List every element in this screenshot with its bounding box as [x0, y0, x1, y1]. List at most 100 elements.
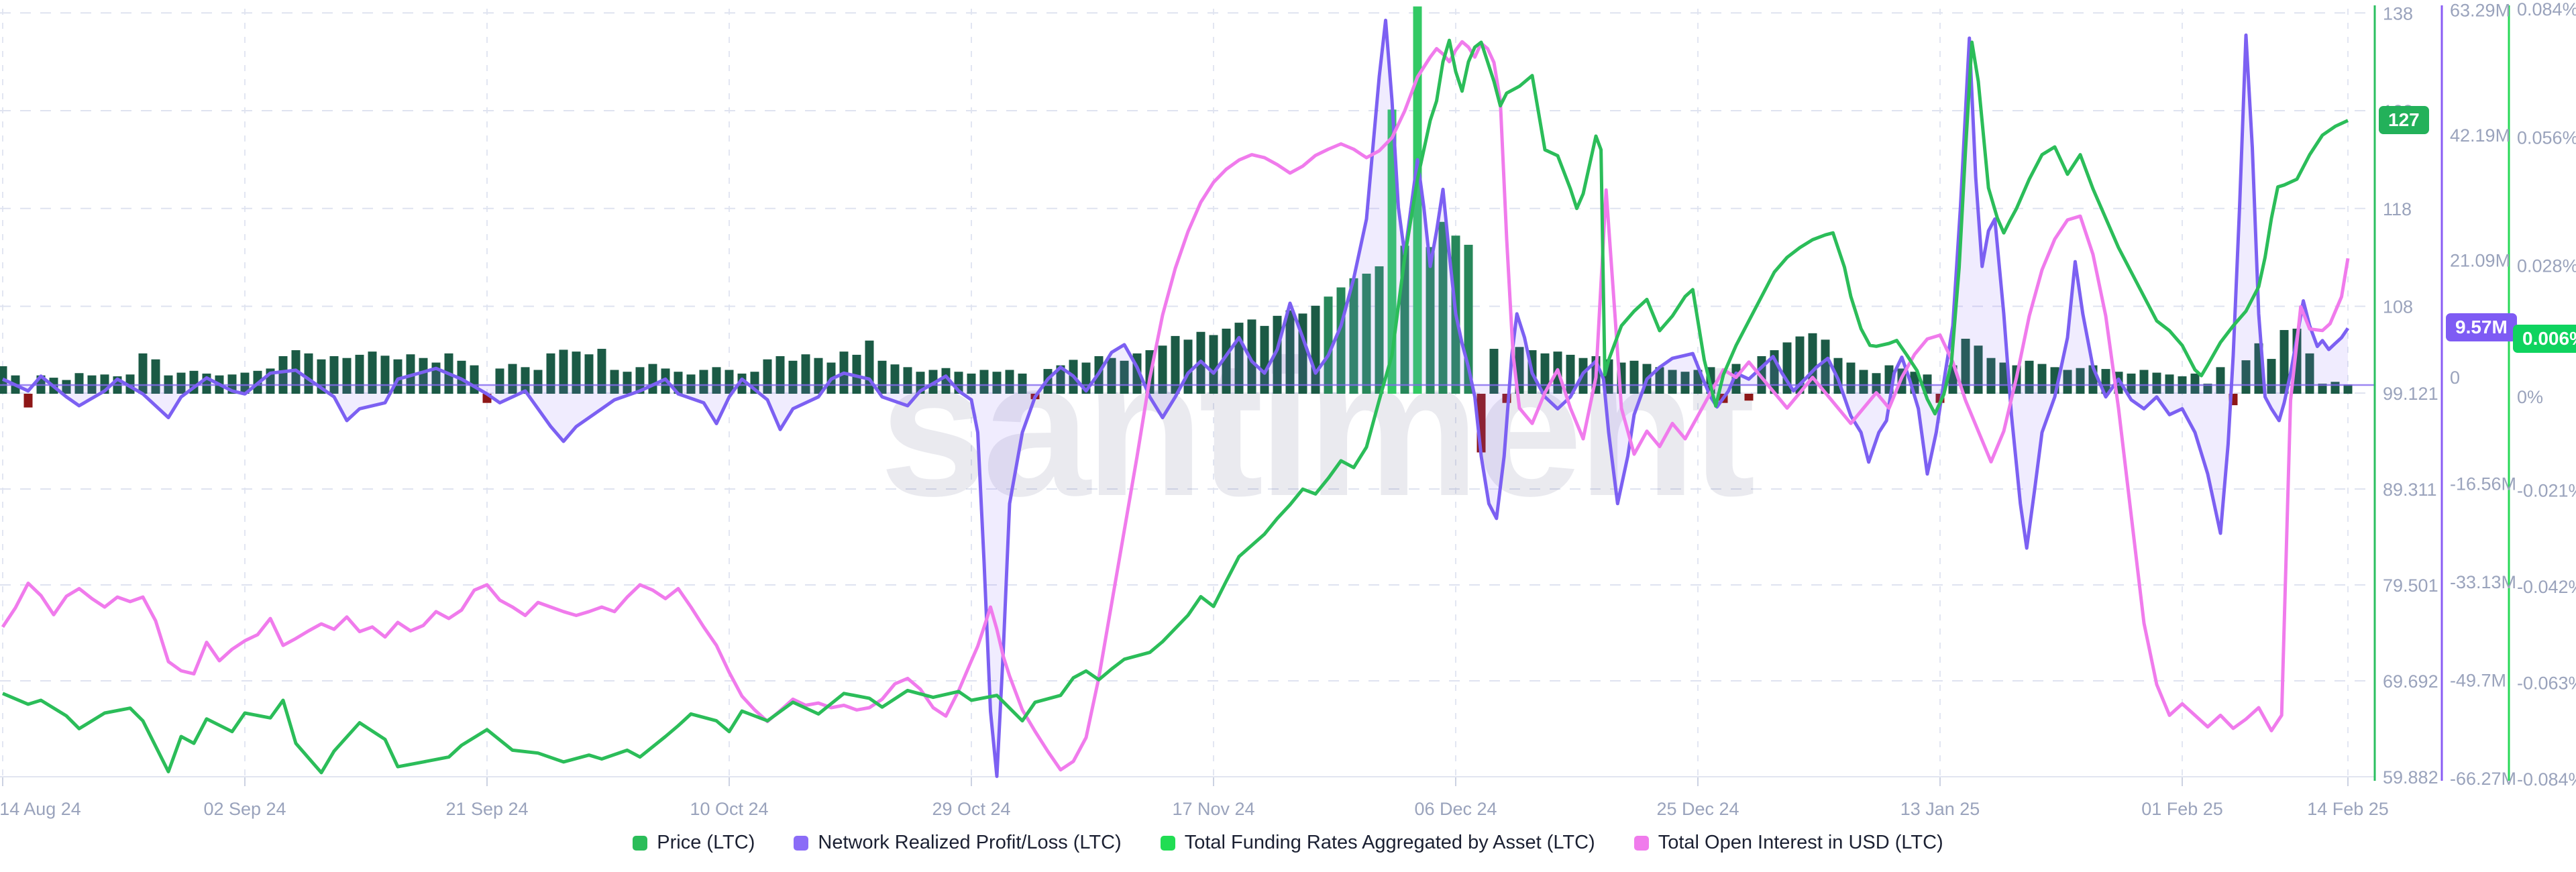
funding-rate-bar[interactable] [2203, 383, 2212, 394]
funding-rate-bar[interactable] [597, 349, 606, 394]
funding-rate-bar[interactable] [1018, 373, 1027, 394]
funding-rate-bar[interactable] [623, 372, 632, 394]
funding-rate-bar[interactable] [2279, 330, 2289, 394]
funding-rate-bar[interactable] [635, 367, 645, 394]
funding-rate-bar[interactable] [1974, 345, 1983, 394]
funding-rate-bar[interactable] [1655, 367, 1664, 394]
funding-rate-bar[interactable] [610, 370, 619, 394]
funding-rate-bar[interactable] [712, 367, 721, 394]
funding-rate-bar[interactable] [1668, 370, 1677, 394]
funding-rate-bar[interactable] [355, 354, 364, 394]
funding-rate-bar[interactable] [2139, 370, 2149, 394]
funding-rate-bar[interactable] [801, 354, 810, 394]
funding-rate-bar[interactable] [1222, 328, 1231, 394]
funding-rate-bar[interactable] [533, 370, 543, 394]
funding-rate-bar[interactable] [495, 368, 504, 394]
funding-rate-bar[interactable] [1782, 342, 1792, 394]
funding-rate-bar[interactable] [1744, 394, 1754, 401]
funding-rate-bar[interactable] [890, 364, 900, 394]
legend-item-open-interest[interactable]: Total Open Interest in USD (LTC) [1633, 832, 1943, 854]
funding-rate-bar[interactable] [138, 353, 148, 394]
funding-rate-bar[interactable] [559, 349, 568, 394]
funding-rate-bar[interactable] [584, 354, 594, 394]
funding-rate-bar[interactable] [2037, 364, 2047, 394]
funding-rate-bar[interactable] [23, 394, 33, 408]
funding-rate-bar[interactable] [648, 364, 657, 394]
funding-rate-bar[interactable] [1438, 221, 1448, 394]
price-line[interactable] [2, 38, 2349, 775]
funding-rate-bar[interactable] [62, 380, 71, 394]
funding-rate-bar[interactable] [1795, 336, 1805, 394]
funding-rate-bar[interactable] [368, 351, 377, 394]
price-axis-label: 99.121 [2383, 384, 2438, 404]
funding-rate-bar[interactable] [1566, 354, 1575, 394]
funding-rate-bar[interactable] [941, 368, 951, 394]
funding-rate-bar[interactable] [1324, 296, 1333, 394]
funding-rate-bar[interactable] [1247, 319, 1256, 394]
funding-rate-bar[interactable] [1999, 362, 2008, 394]
funding-rate-bar[interactable] [1209, 335, 1218, 394]
x-axis-date-label: 25 Dec 24 [1656, 799, 1739, 819]
open-interest-swatch-icon [1633, 835, 1649, 851]
legend-item-funding[interactable]: Total Funding Rates Aggregated by Asset … [1160, 832, 1595, 854]
nrpl-line[interactable] [1, 18, 2350, 778]
funding-rate-bar[interactable] [852, 354, 861, 394]
funding-rate-bar[interactable] [724, 370, 734, 394]
funding-rate-bar[interactable] [1540, 353, 1550, 394]
funding-rate-bar[interactable] [967, 373, 976, 394]
funding-rate-bar[interactable] [2101, 369, 2110, 394]
funding-rate-bar[interactable] [546, 353, 555, 394]
funding-rate-bar[interactable] [1846, 362, 1856, 394]
funding-rate-bar[interactable] [74, 373, 84, 394]
funding-rate-bar[interactable] [1171, 335, 1180, 394]
funding-rate-bar[interactable] [176, 372, 186, 394]
funding-rate-bar[interactable] [2318, 383, 2327, 394]
funding-rate-bar[interactable] [1821, 339, 1830, 394]
funding-rate-bar[interactable] [2076, 368, 2085, 394]
funding-rate-bar[interactable] [979, 370, 989, 394]
legend-item-price[interactable]: Price (LTC) [633, 832, 755, 854]
funding-rate-bar[interactable] [1426, 247, 1435, 394]
x-axis-date-label: 17 Nov 24 [1172, 799, 1254, 819]
open-interest-line[interactable] [1, 40, 2350, 772]
funding-rate-bar[interactable] [304, 353, 313, 394]
funding-rate-bar[interactable] [903, 367, 912, 394]
funding-rate-bar[interactable] [2216, 367, 2225, 394]
x-axis-date-label: 10 Oct 24 [690, 799, 768, 819]
legend-item-nrpl[interactable]: Network Realized Profit/Loss (LTC) [794, 832, 1122, 854]
funding-rate-bar[interactable] [699, 370, 708, 394]
funding-rate-bar[interactable] [2165, 374, 2174, 394]
funding-rate-bar[interactable] [992, 372, 1002, 394]
funding-rate-bar[interactable] [1375, 266, 1384, 394]
funding-rate-bar[interactable] [1387, 109, 1397, 394]
funding-rate-bar[interactable] [1859, 370, 1868, 394]
funding-rate-bar[interactable] [1961, 339, 1970, 394]
funding-rate-bar[interactable] [572, 351, 581, 394]
funding-rate-bar[interactable] [1158, 345, 1167, 394]
funding-rate-bar[interactable] [1285, 310, 1295, 394]
funding-rate-bar[interactable] [686, 374, 696, 394]
funding-rate-bar[interactable] [2152, 372, 2161, 394]
funding-rate-bar[interactable] [1349, 278, 1358, 394]
funding-rate-bar[interactable] [521, 367, 530, 394]
funding-rate-bar[interactable] [1056, 365, 1065, 394]
funding-rate-bar[interactable] [508, 364, 517, 394]
funding-rate-bar[interactable] [2127, 373, 2136, 394]
funding-rate-bar[interactable] [240, 372, 250, 394]
price-swatch-icon [633, 835, 648, 851]
funding-rate-bar[interactable] [1489, 349, 1499, 394]
price-axis-label: 138 [2383, 3, 2413, 23]
funding-rate-bar[interactable] [1362, 273, 1371, 394]
funding-rate-bar[interactable] [1260, 325, 1269, 394]
funding-rate-bar[interactable] [1005, 370, 1014, 394]
funding-rate-bar[interactable] [2063, 370, 2072, 394]
funding-rate-bar[interactable] [737, 373, 747, 394]
funding-rate-bar[interactable] [1872, 373, 1881, 394]
funding-rate-bar[interactable] [2343, 384, 2353, 394]
funding-rate-bar[interactable] [1680, 372, 1690, 394]
funding-rate-bar[interactable] [2190, 373, 2200, 394]
funding-rate-bar[interactable] [1413, 6, 1422, 394]
funding-rate-bar[interactable] [674, 372, 683, 394]
funding-rate-bar[interactable] [2305, 353, 2314, 394]
